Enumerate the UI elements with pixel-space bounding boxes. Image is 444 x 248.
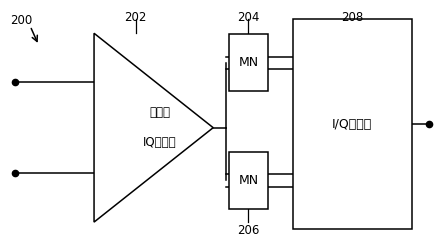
- Polygon shape: [94, 33, 213, 222]
- Text: I/Q发生器: I/Q发生器: [332, 118, 372, 130]
- Text: 200: 200: [10, 14, 32, 27]
- Text: MN: MN: [238, 174, 258, 187]
- Text: MN: MN: [238, 56, 258, 69]
- Text: 合并的: 合并的: [149, 106, 170, 120]
- Text: 202: 202: [125, 11, 147, 24]
- Text: 204: 204: [237, 11, 260, 24]
- Text: IQ放大器: IQ放大器: [143, 136, 176, 149]
- Text: 208: 208: [341, 11, 363, 24]
- Bar: [293, 19, 412, 229]
- Text: 206: 206: [237, 224, 260, 237]
- Bar: [229, 152, 268, 209]
- Bar: [229, 34, 268, 91]
